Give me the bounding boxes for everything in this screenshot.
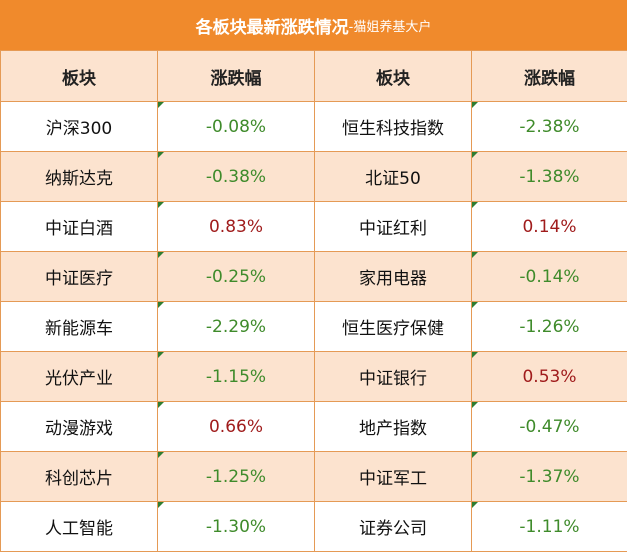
sector-name-right: 家用电器 <box>314 251 472 302</box>
sector-name-left: 科创芯片 <box>0 451 158 502</box>
sector-change-right: -0.14% <box>471 251 627 302</box>
sector-change-right: -0.47% <box>471 401 627 452</box>
title-sub: -猫姐养基大户 <box>348 19 432 35</box>
sector-name-left: 沪深300 <box>0 101 158 152</box>
sector-change-left: -2.29% <box>157 301 315 352</box>
sector-change-right: 0.53% <box>471 351 627 402</box>
table-row: 科创芯片 -1.25% 中证军工 -1.37% <box>0 451 627 502</box>
sector-change-right: -1.38% <box>471 151 627 202</box>
sector-name-right: 中证银行 <box>314 351 472 402</box>
sector-change-left: -1.25% <box>157 451 315 502</box>
sector-change-left: 0.83% <box>157 201 315 252</box>
header-sector-right: 板块 <box>314 50 472 102</box>
sector-change-left: -0.08% <box>157 101 315 152</box>
table-row: 沪深300 -0.08% 恒生科技指数 -2.38% <box>0 101 627 152</box>
sector-change-right: -1.26% <box>471 301 627 352</box>
sector-name-right: 中证红利 <box>314 201 472 252</box>
header-change-right: 涨跌幅 <box>471 50 627 102</box>
sector-name-right: 恒生科技指数 <box>314 101 472 152</box>
table-row: 新能源车 -2.29% 恒生医疗保健 -1.26% <box>0 301 627 352</box>
sector-change-right: -1.11% <box>471 501 627 552</box>
sector-name-right: 中证军工 <box>314 451 472 502</box>
sector-name-right: 恒生医疗保健 <box>314 301 472 352</box>
sector-change-left: -1.15% <box>157 351 315 402</box>
table-row: 动漫游戏 0.66% 地产指数 -0.47% <box>0 401 627 452</box>
table-row: 光伏产业 -1.15% 中证银行 0.53% <box>0 351 627 402</box>
sector-name-left: 纳斯达克 <box>0 151 158 202</box>
table-row: 纳斯达克 -0.38% 北证50 -1.38% <box>0 151 627 202</box>
table-row: 中证医疗 -0.25% 家用电器 -0.14% <box>0 251 627 302</box>
sector-change-right: 0.14% <box>471 201 627 252</box>
page-title: 各板块最新涨跌情况 -猫姐养基大户 <box>0 0 627 50</box>
table-header-row: 板块 涨跌幅 板块 涨跌幅 <box>0 50 627 102</box>
sector-change-table: 板块 涨跌幅 板块 涨跌幅 沪深300 -0.08% 恒生科技指数 -2.38% 纳斯达… <box>0 50 627 552</box>
sector-name-left: 新能源车 <box>0 301 158 352</box>
sector-change-right: -2.38% <box>471 101 627 152</box>
sector-change-left: -1.30% <box>157 501 315 552</box>
sector-change-right: -1.37% <box>471 451 627 502</box>
sector-name-right: 证券公司 <box>314 501 472 552</box>
sector-change-left: -0.25% <box>157 251 315 302</box>
sector-name-left: 动漫游戏 <box>0 401 158 452</box>
sector-change-left: 0.66% <box>157 401 315 452</box>
sector-name-left: 中证白酒 <box>0 201 158 252</box>
header-change-left: 涨跌幅 <box>157 50 315 102</box>
sector-change-left: -0.38% <box>157 151 315 202</box>
title-main: 各板块最新涨跌情况 <box>195 17 349 38</box>
sector-name-left: 光伏产业 <box>0 351 158 402</box>
sector-name-left: 人工智能 <box>0 501 158 552</box>
sector-name-left: 中证医疗 <box>0 251 158 302</box>
table-row: 人工智能 -1.30% 证券公司 -1.11% <box>0 501 627 552</box>
sector-name-right: 地产指数 <box>314 401 472 452</box>
header-sector-left: 板块 <box>0 50 158 102</box>
table-row: 中证白酒 0.83% 中证红利 0.14% <box>0 201 627 252</box>
sector-name-right: 北证50 <box>314 151 472 202</box>
